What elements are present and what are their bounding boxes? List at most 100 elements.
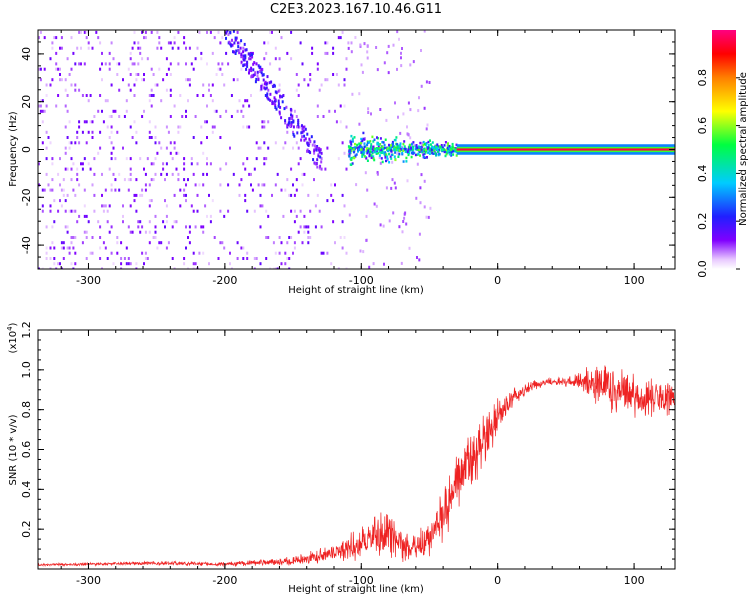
spectrogram-cell — [337, 267, 340, 269]
spectrogram-cell — [177, 178, 180, 182]
spectrogram-cell — [152, 236, 155, 239]
spectrogram-cell — [183, 41, 186, 45]
spectrogram-cell — [60, 204, 63, 208]
spectrogram-cell — [260, 71, 263, 75]
spectrogram-cell — [234, 36, 237, 40]
spectrogram-cell — [376, 143, 379, 146]
spectrogram-cell — [406, 125, 408, 129]
spectrogram-cell — [394, 146, 397, 149]
spectrogram-cell — [383, 262, 385, 266]
spectrogram-cell — [343, 204, 346, 208]
snr-frame — [37, 329, 676, 570]
spectrogram-cell — [359, 249, 362, 253]
spectrogram-cell — [108, 67, 111, 71]
spectrogram-cell — [297, 125, 300, 129]
spectrogram-cell — [242, 246, 245, 250]
spectrogram-cell — [293, 193, 296, 197]
spectrogram-cell — [434, 152, 437, 155]
spectrogram-cell — [110, 141, 113, 145]
spectrogram-cell — [378, 156, 381, 159]
spectrogram-cell — [404, 211, 407, 215]
spectrogram-cell — [171, 257, 174, 260]
spectrogram-cell — [173, 36, 176, 40]
spectrogram-cell — [143, 78, 145, 82]
spectrogram-heatmap — [38, 30, 675, 269]
spectrogram-cell — [192, 251, 195, 255]
spectrogram-cell — [112, 109, 115, 113]
spectrogram-cell — [400, 261, 403, 265]
spectrogram-cell — [419, 154, 421, 157]
spectrogram-cell — [175, 167, 178, 171]
spectrogram-cell — [443, 150, 446, 153]
spectrogram-cell — [156, 46, 159, 50]
spectrogram-cell — [116, 73, 119, 76]
spectrogram-cell — [350, 50, 353, 54]
spectrogram-cell — [402, 149, 405, 152]
spectrogram-cell — [386, 51, 389, 55]
spectrogram-cell — [307, 193, 310, 197]
spectrogram-cell — [232, 172, 235, 176]
spectrogram-cell — [320, 83, 323, 87]
spectrogram-cell — [243, 42, 246, 46]
spectrogram-cell — [74, 251, 77, 255]
spectrogram-cell — [150, 67, 153, 71]
spectrogram-cell — [70, 157, 73, 161]
spectrogram-cell — [183, 157, 186, 161]
spectrogram-cell — [59, 78, 61, 82]
spectrogram-cell — [259, 262, 262, 266]
spectrogram-cell — [122, 204, 124, 208]
spectrogram-cell — [217, 257, 220, 260]
spectrogram-cell — [401, 151, 404, 155]
spectrogram-cell — [112, 146, 115, 150]
spectrogram-cell — [93, 172, 96, 176]
spectrogram-cell — [361, 155, 364, 158]
spectrogram-cell — [85, 141, 88, 145]
spectrogram-cell — [135, 141, 138, 145]
spectrogram-cell — [160, 172, 163, 176]
spectrogram-cell — [292, 132, 295, 136]
spectrogram-cell — [206, 30, 208, 34]
spectrogram-cell — [139, 157, 142, 161]
spectrogram-cell — [397, 155, 400, 158]
spectrogram-cell — [190, 162, 193, 166]
spectrogram-cell — [384, 138, 387, 141]
spectrogram-cell — [60, 36, 63, 40]
spectrogram-cell — [390, 157, 393, 160]
spectrogram-cell — [302, 125, 305, 129]
spectrogram-cell — [345, 251, 348, 255]
spectrogram-cell — [271, 83, 273, 87]
spectrogram-cell — [318, 209, 321, 213]
spectrogram-cell — [388, 143, 390, 147]
spectrogram-cell — [291, 114, 294, 118]
spectrogram-cell — [303, 134, 306, 138]
spectrogram-cell — [263, 125, 266, 129]
spectrogram-cell — [185, 199, 187, 203]
carrier-core — [456, 148, 675, 151]
spectrogram-cell — [396, 30, 399, 34]
spectrogram-cell — [250, 183, 252, 187]
spectrogram-cell — [337, 36, 340, 40]
spectrogram-cell — [129, 178, 132, 182]
spectrogram-cell — [316, 62, 319, 66]
spectrogram-cell — [366, 151, 369, 155]
spectrogram-cell — [356, 143, 359, 147]
spectrogram-cell — [293, 209, 296, 213]
spectrogram-cell — [246, 64, 249, 68]
spectrogram-cell — [252, 68, 255, 72]
spectrogram-cell — [45, 225, 48, 229]
spectrogram-cell — [307, 241, 310, 245]
spectrogram-cell — [278, 67, 281, 71]
spectrogram-cell — [118, 115, 121, 118]
spectrogram-cell — [261, 120, 264, 124]
spectrogram-cell — [451, 142, 454, 146]
spectrogram-cell — [423, 156, 426, 159]
spectrogram-cell — [455, 143, 458, 147]
spectrogram-cell — [160, 241, 163, 245]
spectrogram-cell — [66, 136, 69, 139]
spectrogram-cell — [368, 147, 370, 151]
spectrogram-cell — [231, 38, 233, 42]
spectrogram-cell — [292, 183, 294, 187]
spectrogram-cell — [39, 109, 42, 113]
spectrogram-cell — [372, 140, 375, 143]
spectrogram-cell — [57, 209, 60, 213]
